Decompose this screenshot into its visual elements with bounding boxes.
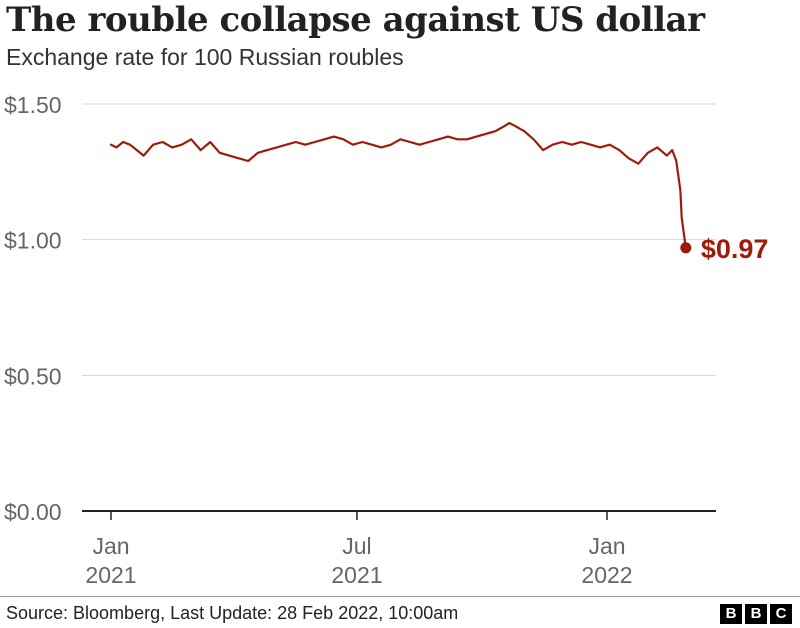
x-tick-label: 2021 [85, 562, 136, 588]
y-tick-label: $1.50 [4, 92, 62, 118]
logo-letter-c: C [770, 604, 792, 624]
y-tick-label: $0.00 [4, 499, 62, 525]
y-tick-label: $0.50 [4, 363, 62, 389]
x-tick-label: Jan [588, 533, 625, 559]
bbc-logo: B B C [720, 604, 792, 624]
source-note: Source: Bloomberg, Last Update: 28 Feb 2… [6, 603, 458, 624]
end-value-label: $0.97 [701, 234, 769, 264]
y-tick-label: $1.00 [4, 228, 62, 254]
logo-letter-b1: B [720, 604, 742, 624]
x-tick-label: 2021 [331, 562, 382, 588]
end-point-marker [680, 242, 691, 253]
series-line [111, 123, 686, 248]
x-tick-label: Jul [342, 533, 371, 559]
x-tick-label: 2022 [581, 562, 632, 588]
logo-letter-b2: B [745, 604, 767, 624]
x-tick-label: Jan [92, 533, 129, 559]
line-chart: $0.00 $0.50 $1.00 $1.50 Jan 2021 Jul 2021 Jan 202… [0, 0, 800, 596]
footer: Source: Bloomberg, Last Update: 28 Feb 2… [0, 596, 800, 628]
